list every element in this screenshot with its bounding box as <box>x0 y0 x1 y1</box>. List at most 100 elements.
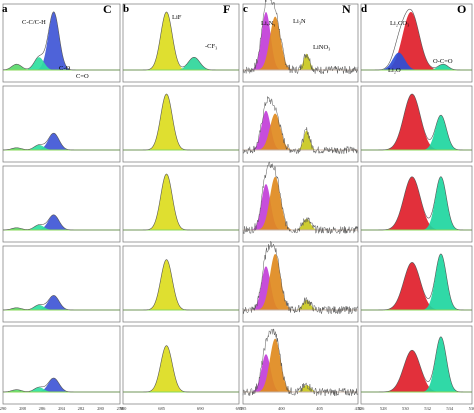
fitted-peak <box>243 176 358 230</box>
fitted-peak <box>3 387 120 392</box>
panel-c-element: N <box>342 2 351 16</box>
panel-c-peak-label: LiNO₃ <box>313 44 330 51</box>
subplot-frame <box>122 3 240 83</box>
panel-c-letter: c <box>243 3 248 15</box>
fitted-peak <box>361 176 472 230</box>
x-tick-label: 282 <box>78 406 85 411</box>
x-tick-label: 280 <box>97 406 105 411</box>
subplot-frame <box>2 85 121 163</box>
panel-a: a C C-C/C-H C-O C=O <box>2 2 112 80</box>
x-tick-label: 290 <box>0 406 7 411</box>
subplot-frame <box>122 165 240 243</box>
x-tick-label: 536 <box>469 406 474 411</box>
subplot-frame <box>2 3 121 83</box>
x-tick-label: 278 <box>117 406 125 411</box>
subplot-frame <box>242 245 359 323</box>
fitted-peak <box>3 378 120 392</box>
spectrum-trace <box>2 214 120 231</box>
fitted-peak <box>361 115 472 150</box>
x-tick-label: 528 <box>380 406 388 411</box>
spectrum-trace <box>123 259 239 311</box>
subplot-frame <box>360 245 473 323</box>
fitted-peak <box>361 336 472 392</box>
subplot-frame <box>2 245 121 323</box>
subplot-frame <box>2 325 121 405</box>
spectrum-trace <box>242 0 359 75</box>
fitted-peak <box>3 133 120 150</box>
x-tick-label: 685 <box>158 406 166 411</box>
spectrum-trace <box>123 345 239 393</box>
panel-b-peak-label: LiF <box>172 14 182 21</box>
panel-a-peak-label: C-O <box>59 65 71 72</box>
x-tick-label: 534 <box>446 406 454 411</box>
panel-a-peak-label: C-C/C-H <box>22 19 46 26</box>
panel-frames <box>2 3 473 405</box>
panel-d-peak-label: Li₂CO₃ <box>390 20 409 27</box>
subplot-frame <box>360 325 473 405</box>
fitted-peak <box>3 214 120 230</box>
subplot-frame <box>360 85 473 163</box>
panel-d-peak-label: O-C=O <box>433 58 453 65</box>
fitted-peak <box>243 16 358 70</box>
spectrum-trace <box>361 336 472 393</box>
subplot-frame <box>242 325 359 405</box>
fitted-peak <box>361 94 472 150</box>
subplot-frame <box>360 165 473 243</box>
fitted-peak <box>361 262 472 310</box>
x-tick-label: 532 <box>424 406 431 411</box>
fitted-peak <box>3 57 120 70</box>
fitted-peak <box>123 345 239 392</box>
fitted-peak <box>361 52 472 70</box>
panel-d-letter: d <box>361 3 367 15</box>
spectrum-trace <box>361 253 472 311</box>
fitted-peak <box>243 254 358 310</box>
x-tick-label: 400 <box>278 406 286 411</box>
x-tick-label: 530 <box>402 406 410 411</box>
subplot-frame <box>242 85 359 163</box>
spectra <box>2 0 472 397</box>
panel-a-peak-label: C=O <box>76 73 89 80</box>
spectrum-trace <box>242 328 359 397</box>
spectrum-trace <box>123 11 239 71</box>
fitted-peak <box>3 304 120 310</box>
fitted-peak <box>123 259 239 310</box>
fitted-peak <box>123 174 239 230</box>
fitted-peak <box>243 299 358 310</box>
spectrum-trace <box>361 93 472 151</box>
spectrum-trace <box>2 132 120 151</box>
x-tick-label: 680 <box>120 406 128 411</box>
panel-b-peak-label: -CF₃ <box>205 43 217 50</box>
panel-a-letter: a <box>2 3 8 15</box>
fitted-peak <box>361 12 472 70</box>
panel-b: b F LiF -CF₃ <box>123 2 230 50</box>
spectrum-trace <box>2 295 120 311</box>
fitted-peak <box>123 94 239 150</box>
subplot-frame <box>242 165 359 243</box>
subplot-frame <box>2 165 121 243</box>
fitted-peak <box>243 385 358 392</box>
spectrum-trace <box>2 11 120 71</box>
fitted-peak <box>243 113 358 150</box>
x-tick-label: 284 <box>58 406 66 411</box>
fitted-peak <box>3 295 120 310</box>
spectrum-trace <box>361 176 472 231</box>
fitted-peak <box>361 64 472 70</box>
x-tick-label: 695 <box>236 406 244 411</box>
subplot-frame <box>122 325 240 405</box>
panel-d: d O Li₂CO₃ Li₂O O-C=O <box>361 2 466 74</box>
panel-a-element: C <box>103 2 112 16</box>
spectrum-trace <box>242 96 359 155</box>
panel-b-element: F <box>223 2 230 16</box>
fitted-peak <box>361 350 472 392</box>
panel-b-letter: b <box>123 3 129 15</box>
spectrum-trace <box>123 173 239 231</box>
x-tick-label: 690 <box>197 406 205 411</box>
x-tick-label: 286 <box>39 406 47 411</box>
subplot-frame <box>122 245 240 323</box>
fitted-peak <box>3 12 120 71</box>
subplot-frame <box>360 3 473 83</box>
panel-d-element: O <box>457 2 466 16</box>
spectrum-trace <box>2 377 120 393</box>
fitted-peak <box>361 176 472 230</box>
